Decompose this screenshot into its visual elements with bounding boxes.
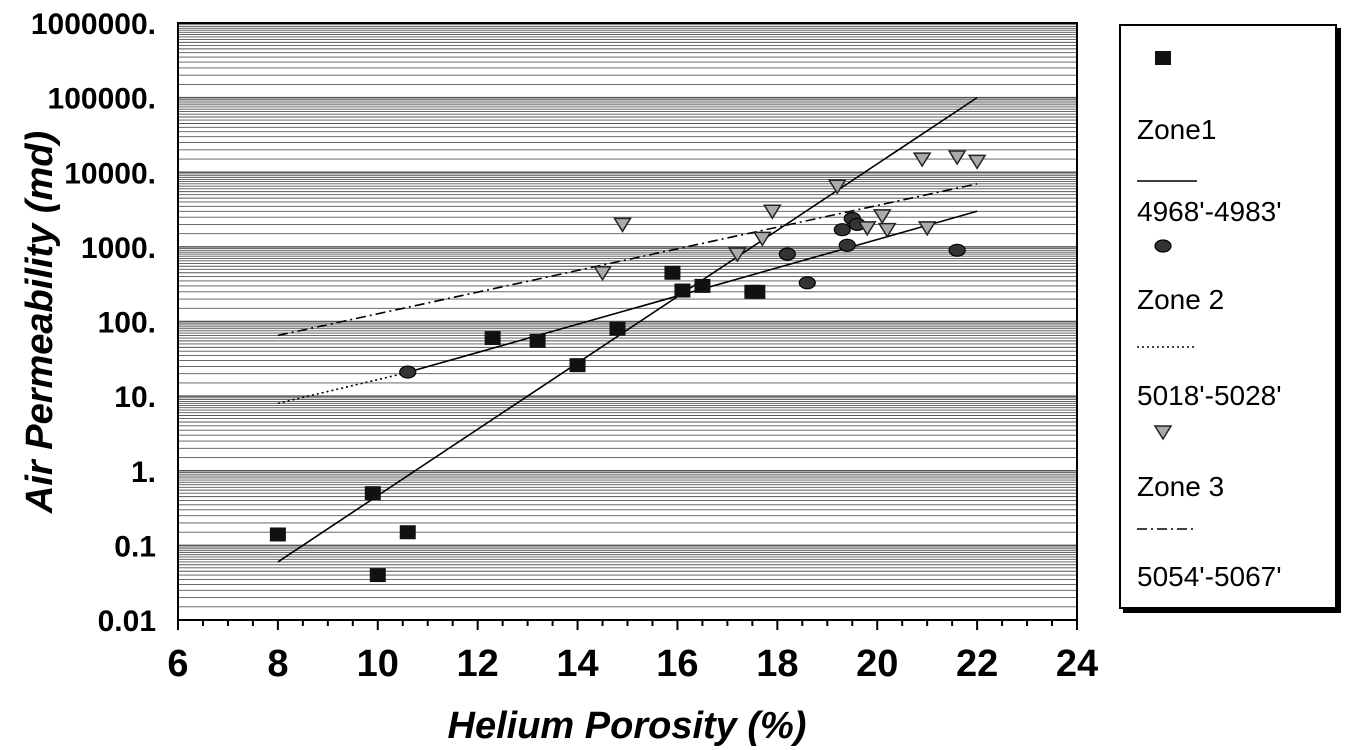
data-point-triangle-down	[762, 204, 782, 220]
x-tick-label: 12	[457, 643, 499, 685]
legend-marker-triangle-down	[1153, 425, 1173, 441]
data-point-circle	[833, 223, 851, 237]
legend-marker-shape	[1154, 239, 1172, 253]
data-point-triangle-down	[947, 150, 967, 166]
legend-label: 4968'-4983'	[1137, 196, 1282, 227]
data-point-square	[364, 486, 381, 501]
legend-label: Zone 2	[1137, 284, 1225, 315]
data-point-square	[369, 568, 386, 583]
x-tick-label: 6	[167, 643, 188, 685]
data-point-square	[674, 283, 691, 298]
x-tick-label: 20	[856, 643, 898, 685]
data-point-triangle-down	[912, 152, 932, 168]
y-axis-title: Air Permeability (md)	[19, 131, 61, 514]
data-point-triangle-down	[877, 222, 897, 239]
legend-line-dash-dot	[1137, 528, 1197, 530]
legend: Zone1 4968'-4983' Zone 2 5018'-5028' Zone 3 5…	[1119, 24, 1337, 609]
x-axis-title: Helium Porosity (%)	[448, 705, 807, 747]
data-point-circle	[838, 238, 856, 252]
data-point-triangle-down	[753, 231, 772, 247]
x-tick-label: 18	[756, 643, 798, 685]
data-point-square	[529, 333, 546, 348]
x-tick-label: 14	[556, 643, 598, 685]
data-point-square	[269, 527, 286, 542]
data-point-square	[569, 358, 586, 373]
x-tick-label: 8	[267, 643, 288, 685]
y-tick-label: 1000.	[81, 232, 156, 265]
legend-marker-square	[1155, 51, 1171, 65]
data-point-square	[749, 284, 766, 299]
trend-line	[277, 372, 403, 405]
y-tick-label: 0.01	[98, 605, 156, 638]
tick-marks	[177, 620, 1078, 630]
y-tick-labels: 0.01 0.1 1. 10. 100. 1000. 10000. 100000. 100000…	[31, 8, 156, 638]
data-point-circle	[778, 247, 796, 261]
data-point-square	[609, 321, 626, 336]
y-tick-label: 10000.	[64, 157, 156, 190]
data-point-triangle-down	[613, 217, 632, 233]
y-tick-label: 100000.	[48, 83, 156, 116]
trend-line	[277, 96, 978, 563]
data-point-square	[399, 525, 416, 540]
legend-line-dotted	[1137, 346, 1197, 348]
legend-marker-shape	[1155, 51, 1171, 65]
data-point-triangle-down	[917, 221, 937, 237]
grid-lines	[178, 22, 1077, 621]
data-point-square	[694, 278, 711, 293]
data-point-triangle-down	[872, 209, 892, 225]
data-point-square	[664, 265, 681, 280]
y-tick-label: 1000000.	[31, 8, 156, 41]
data-point-circle	[798, 276, 816, 290]
legend-marker-circle	[1154, 239, 1172, 253]
data-point-circle	[948, 243, 966, 257]
legend-marker-shape	[1153, 425, 1173, 441]
legend-label: 5018'-5028'	[1137, 380, 1282, 411]
x-tick-label: 24	[1056, 643, 1098, 685]
data-point-triangle-down	[827, 179, 847, 195]
y-tick-label: 100.	[98, 307, 156, 340]
x-tick-label: 16	[656, 643, 698, 685]
data-point-triangle-down	[728, 247, 747, 263]
x-tick-label: 22	[956, 643, 998, 685]
legend-label: Zone1	[1137, 114, 1217, 145]
data-point-triangle-down	[967, 154, 987, 170]
legend-line-solid	[1137, 180, 1197, 182]
data-point-triangle-down	[593, 266, 612, 282]
y-tick-label: 1.	[131, 456, 156, 489]
data-markers	[269, 150, 987, 583]
x-tick-labels: 6 8 10 12 14 16 18 20 22 24	[167, 643, 1098, 685]
y-tick-label: 0.1	[114, 530, 156, 563]
y-tick-label: 10.	[114, 381, 156, 414]
legend-label: Zone 3	[1137, 471, 1225, 502]
data-point-circle	[399, 365, 417, 379]
data-point-triangle-down	[857, 221, 877, 237]
data-point-square	[484, 331, 501, 346]
x-tick-label: 10	[357, 643, 399, 685]
trend-lines	[277, 96, 978, 563]
legend-label: 5054'-5067'	[1137, 561, 1282, 592]
